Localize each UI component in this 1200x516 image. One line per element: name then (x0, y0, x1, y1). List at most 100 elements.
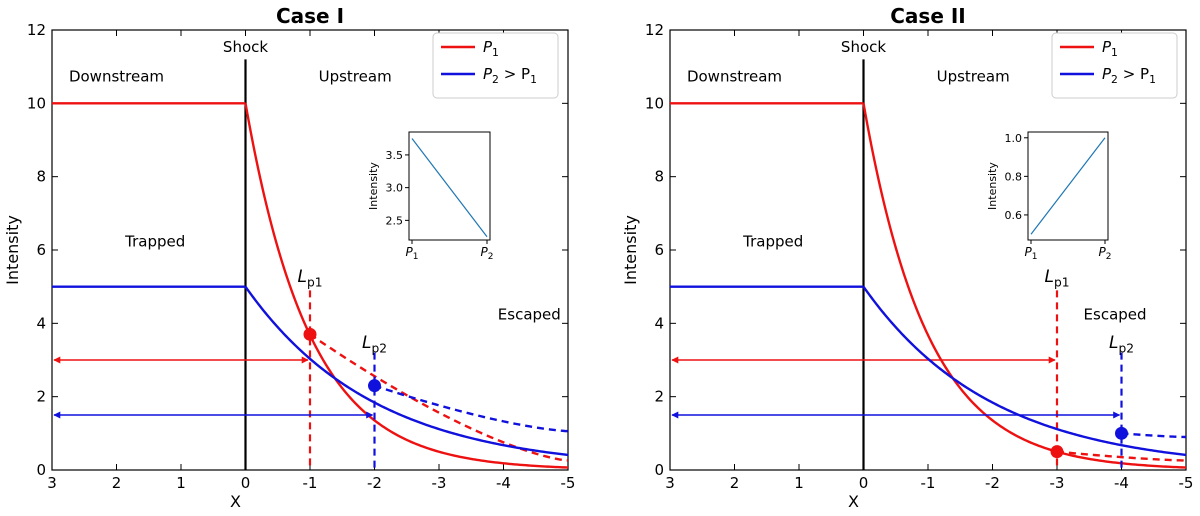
y-tick-label: 8 (654, 168, 664, 186)
legend-entry-p2-p: P (483, 65, 493, 83)
legend-entry-p1: P1 (1102, 38, 1118, 59)
length-scale-label-p2-sub: p2 (1118, 342, 1134, 356)
x-tick-label: 1 (794, 474, 804, 492)
inset-x-tick-label-sub: 1 (413, 252, 419, 262)
region-label: Trapped (124, 232, 185, 250)
legend-entry-p2-sub: 2 (492, 73, 499, 86)
length-scale-label-p1-main: L (297, 267, 306, 287)
length-scale-label-p1-sub: p1 (1054, 276, 1070, 290)
series-p1-dashed-tail (1056, 450, 1187, 462)
legend-entry-p2-p: P (1102, 65, 1112, 83)
chart-title: Case I (276, 4, 344, 28)
x-tick-label: 2 (730, 474, 740, 492)
legend-entry-p1-sub: 1 (492, 46, 499, 59)
legend-entry-p1: P1 (483, 38, 499, 59)
inset-x-tick-label-main: P (1099, 245, 1107, 259)
inset-x-tick-label: P2 (1099, 245, 1112, 262)
inset-x-tick-label-sub: 2 (488, 252, 494, 262)
y-tick-label: 2 (36, 388, 46, 406)
x-tick-label: -4 (1114, 474, 1129, 492)
length-scale-label-p1: Lp1 (297, 267, 322, 290)
y-axis-label: Intensity (621, 215, 640, 285)
inset-x-tick-label: P1 (406, 245, 419, 262)
legend-box (1051, 32, 1178, 99)
inset-series-line (411, 138, 488, 238)
legend-entry-p2-sub2: 1 (1149, 73, 1156, 86)
legend-box (432, 32, 559, 99)
legend-entry-p2-rest: > P (499, 65, 530, 83)
y-axis-label: Intensity (3, 215, 22, 285)
inset-y-tick-label: 3.0 (386, 182, 404, 195)
legend-entry-p2-rest: > P (1118, 65, 1149, 83)
x-tick-label: -5 (1179, 474, 1194, 492)
y-tick-label: 6 (36, 241, 46, 259)
y-tick-label: 0 (36, 461, 46, 479)
shock-label: Shock (223, 38, 268, 56)
region-label: Escaped (498, 306, 561, 324)
x-tick-label: -1 (303, 474, 318, 492)
inset-y-tick-label: 1.0 (1005, 132, 1023, 145)
shock-label: Shock (841, 38, 886, 56)
length-scale-label-p2: Lp2 (362, 333, 387, 356)
series-p1-upstream (244, 103, 569, 469)
length-scale-label-p2-main: L (362, 333, 371, 353)
chart-panel-2: Case II3 2 1 0 -1 -2 -3 -4 -5024681012XIntensity… (621, 4, 1193, 511)
length-scale-point-p2 (1115, 426, 1128, 440)
region-label: Downstream (69, 67, 164, 85)
series-p2-dashed-tail (374, 384, 569, 433)
length-scale-point-p1 (1050, 445, 1064, 459)
x-tick-label: -5 (561, 474, 576, 492)
length-scale-point-p1 (303, 327, 317, 341)
length-scale-point-p2 (368, 379, 381, 393)
y-tick-label: 10 (27, 94, 46, 112)
region-label: Upstream (937, 67, 1010, 85)
x-tick-label: 0 (859, 474, 869, 492)
legend-entry-p1-p: P (1102, 38, 1112, 56)
y-tick-label: 10 (645, 94, 664, 112)
length-scale-label-p2-sub: p2 (371, 342, 387, 356)
legend-entry-p1-p: P (483, 38, 493, 56)
region-label: Downstream (687, 67, 782, 85)
legend-entry-p2-sub: 2 (1111, 73, 1118, 86)
x-axis-label: X (848, 492, 859, 511)
inset-y-tick-label: 0.6 (1005, 209, 1023, 222)
x-tick-label: -2 (985, 474, 1000, 492)
y-tick-label: 12 (27, 21, 46, 39)
length-scale-label-p2: Lp2 (1109, 333, 1134, 356)
series-p1-upstream (862, 103, 1187, 469)
chart-panel-1: Case I3 2 1 0 -1 -2 -3 -4 -5024681012XIntensityS… (3, 4, 575, 511)
inset-x-tick-label-main: P (481, 245, 489, 259)
x-axis-label: X (230, 492, 241, 511)
y-tick-label: 12 (645, 21, 664, 39)
y-tick-label: 2 (654, 388, 664, 406)
x-tick-label: 3 (665, 474, 675, 492)
inset-x-tick-label-main: P (406, 245, 414, 259)
x-tick-label: 3 (47, 474, 57, 492)
y-tick-label: 4 (36, 314, 46, 332)
inset-series-line (1030, 137, 1106, 235)
length-scale-label-p2-main: L (1109, 333, 1118, 353)
chart-title: Case II (890, 4, 966, 28)
y-tick-label: 4 (654, 314, 664, 332)
y-tick-label: 8 (36, 168, 46, 186)
x-tick-label: -4 (496, 474, 511, 492)
region-label: Trapped (742, 232, 803, 250)
region-label: Upstream (319, 67, 392, 85)
length-scale-label-p1-sub: p1 (307, 276, 323, 290)
x-tick-label: -1 (921, 474, 936, 492)
y-tick-label: 0 (654, 461, 664, 479)
inset-x-tick-label-sub: 1 (1032, 252, 1038, 262)
legend-entry-p2-sub2: 1 (530, 73, 537, 86)
inset-x-tick-label-main: P (1025, 245, 1033, 259)
length-scale-label-p1: Lp1 (1044, 267, 1069, 290)
legend-entry-p2: P2 > P1 (483, 65, 537, 86)
length-scale-label-p1-main: L (1044, 267, 1053, 287)
legend-entry-p1-sub: 1 (1111, 46, 1118, 59)
x-tick-label: -3 (1050, 474, 1065, 492)
region-label: Escaped (1084, 306, 1147, 324)
inset-y-tick-label: 3.5 (386, 149, 404, 162)
x-tick-label: -2 (367, 474, 382, 492)
series-p2-upstream (244, 285, 569, 457)
inset-y-tick-label: 0.8 (1005, 170, 1023, 183)
